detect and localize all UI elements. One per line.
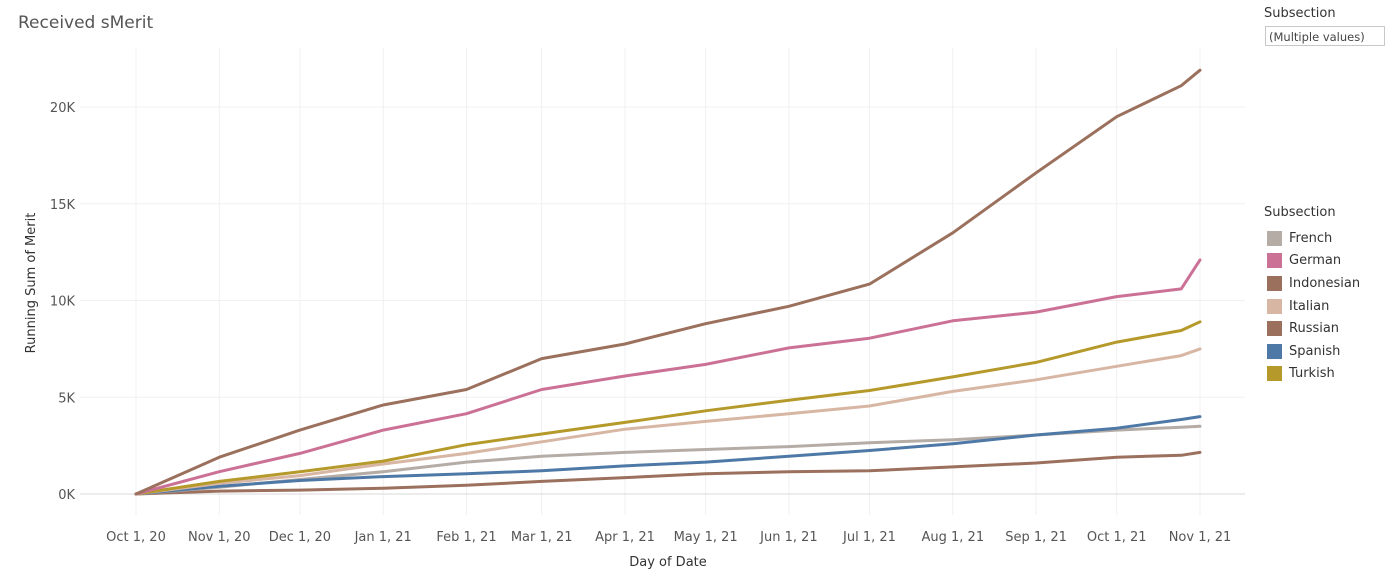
series-line-russian bbox=[134, 68, 1202, 496]
x-tick-label: Sep 1, 21 bbox=[1005, 530, 1067, 545]
x-tick-label: Feb 1, 21 bbox=[436, 530, 496, 545]
line-chart: Oct 1, 20 Nov 1, 20 Dec 1, 20 Jan 1, 21 Feb … bbox=[24, 48, 1245, 570]
x-tick-label: Apr 1, 21 bbox=[595, 530, 655, 545]
y-tick-label: 10K bbox=[50, 295, 76, 310]
legend-swatch bbox=[1267, 343, 1282, 359]
legend-swatch bbox=[1267, 366, 1282, 382]
legend-label: Russian bbox=[1289, 321, 1340, 337]
series-line-indonesian bbox=[134, 450, 1202, 496]
series-line-french bbox=[134, 424, 1202, 496]
y-tick-label: 0K bbox=[58, 488, 75, 503]
legend: French German Indonesian Italian Russian… bbox=[1267, 227, 1360, 385]
legend-swatch bbox=[1267, 253, 1282, 269]
legend-label: Spanish bbox=[1289, 343, 1341, 359]
legend-swatch bbox=[1267, 321, 1282, 337]
chart-title: Received sMerit bbox=[18, 13, 154, 33]
legend-label: French bbox=[1289, 230, 1333, 246]
legend-item-indonesian[interactable]: Indonesian bbox=[1267, 272, 1360, 295]
y-tick-label: 5K bbox=[58, 391, 75, 406]
x-tick-label: Mar 1, 21 bbox=[511, 530, 573, 545]
x-tick-label: Dec 1, 20 bbox=[269, 530, 331, 545]
series-line-italian bbox=[134, 347, 1202, 496]
legend-swatch bbox=[1267, 230, 1282, 246]
y-axis-title: Running Sum of Merit bbox=[24, 213, 39, 354]
x-tick-label: Nov 1, 20 bbox=[188, 530, 251, 545]
legend-label: Indonesian bbox=[1289, 275, 1361, 291]
legend-label: German bbox=[1289, 253, 1342, 269]
series-line-german bbox=[134, 258, 1202, 496]
legend-label: Turkish bbox=[1289, 366, 1335, 382]
y-tick-label: 15K bbox=[50, 198, 76, 213]
y-tick-label: 20K bbox=[50, 101, 76, 116]
x-tick-label: Jun 1, 21 bbox=[759, 530, 818, 545]
series-line-turkish bbox=[134, 320, 1202, 496]
legend-item-french[interactable]: French bbox=[1267, 227, 1360, 250]
legend-swatch bbox=[1267, 275, 1282, 291]
x-tick-label: Nov 1, 21 bbox=[1169, 530, 1232, 545]
x-tick-label: Oct 1, 20 bbox=[106, 530, 166, 545]
legend-title: Subsection bbox=[1264, 205, 1336, 220]
x-tick-label: Jan 1, 21 bbox=[354, 530, 412, 545]
series-line-spanish bbox=[134, 415, 1202, 496]
legend-item-italian[interactable]: Italian bbox=[1267, 295, 1360, 318]
legend-item-russian[interactable]: Russian bbox=[1267, 317, 1360, 340]
x-axis-title: Day of Date bbox=[629, 555, 707, 570]
legend-item-turkish[interactable]: Turkish bbox=[1267, 363, 1360, 386]
legend-item-german[interactable]: German bbox=[1267, 250, 1360, 273]
legend-label: Italian bbox=[1289, 298, 1330, 314]
legend-swatch bbox=[1267, 298, 1282, 314]
x-tick-label: Oct 1, 21 bbox=[1087, 530, 1147, 545]
filter-label: Subsection bbox=[1264, 6, 1336, 21]
legend-item-spanish[interactable]: Spanish bbox=[1267, 340, 1360, 363]
x-tick-label: Aug 1, 21 bbox=[922, 530, 985, 545]
x-tick-label: May 1, 21 bbox=[674, 530, 738, 545]
x-tick-label: Jul 1, 21 bbox=[842, 530, 896, 545]
subsection-filter-dropdown[interactable]: (Multiple values) bbox=[1265, 26, 1385, 46]
